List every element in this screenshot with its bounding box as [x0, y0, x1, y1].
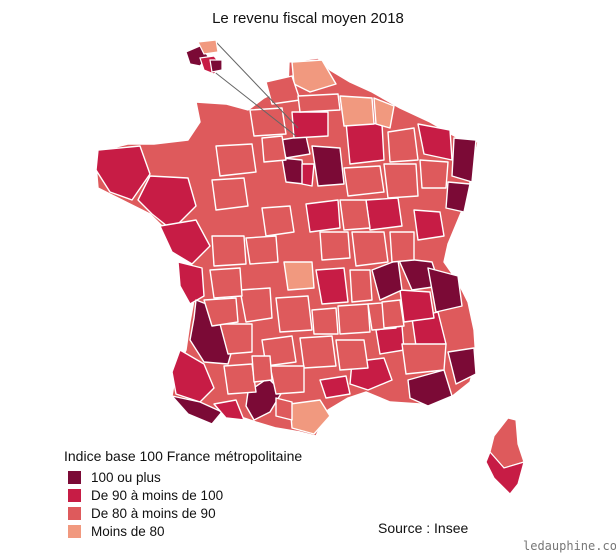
region-aisne: [339, 95, 375, 127]
legend-label: Moins de 80: [91, 523, 165, 539]
region-gers: [223, 363, 257, 395]
region-haute-loire: [337, 303, 371, 335]
region-yonne: [339, 199, 371, 231]
region-sarthe: [211, 177, 249, 211]
region-haute-savoie: [427, 267, 463, 313]
legend-label: De 90 à moins de 100: [91, 487, 224, 503]
source-label: Source : Insee: [378, 520, 469, 536]
region-dordogne: [219, 323, 253, 355]
legend: Indice base 100 France métropolitaine 10…: [64, 448, 302, 540]
region-orne: [215, 143, 257, 177]
region-tarn-et-garonne: [251, 355, 273, 383]
region-yvelines: [281, 157, 305, 185]
region-bretagne-west: [95, 145, 151, 201]
region-essonne: [301, 163, 315, 187]
legend-swatch: [68, 470, 81, 484]
region-vienne: [211, 235, 247, 267]
region-eure: [261, 135, 287, 163]
region-ardennes: [373, 97, 395, 129]
legend-swatch: [68, 488, 81, 502]
region-calvados: [249, 107, 287, 137]
legend-swatch: [68, 524, 81, 538]
region-htes-pyr: [213, 399, 245, 421]
region-vaucluse: [375, 325, 405, 355]
region-lozere: [311, 307, 339, 335]
region-puy-de-dome: [315, 267, 349, 305]
region-saone-et-loire: [351, 231, 389, 267]
region-alpes-hte-provence: [401, 343, 447, 375]
region-somme: [297, 93, 341, 113]
region-alpes-maritimes: [447, 347, 477, 385]
region-moselle: [417, 123, 453, 161]
region-haut-rhin: [445, 181, 471, 213]
corsica: [485, 417, 525, 495]
legend-title: Indice base 100 France métropolitaine: [64, 448, 303, 464]
corse-du-sud: [485, 450, 525, 495]
legend-item-90-100: De 90 à moins de 100: [68, 486, 302, 504]
region-vosges: [419, 159, 449, 189]
region-loire-atl: [159, 219, 211, 265]
map-title: Le revenu fiscal moyen 2018: [212, 10, 404, 27]
region-drome: [381, 299, 405, 329]
legend-item-80-90: De 80 à moins de 90: [68, 504, 302, 522]
region-indre: [245, 235, 279, 265]
region-vendee: [177, 261, 205, 305]
region-loiret: [305, 199, 341, 233]
region-cantal: [275, 295, 313, 333]
region-rhone: [371, 259, 403, 301]
inset-line-1: [215, 41, 299, 129]
region-haute-marne: [383, 163, 419, 199]
region-tarn: [269, 365, 305, 395]
region-marne: [345, 121, 385, 165]
region-oise: [291, 111, 329, 139]
legend-item-100-plus: 100 ou plus: [68, 468, 302, 486]
region-correze: [239, 287, 273, 323]
paris-inset: [185, 39, 223, 75]
region-meuse: [387, 127, 419, 163]
region-aveyron: [299, 335, 337, 369]
region-aude: [275, 397, 293, 421]
region-doubs: [413, 209, 445, 241]
watermark: ledauphine.com: [520, 538, 616, 554]
region-nievre: [319, 231, 351, 261]
region-cote-d-or: [365, 197, 403, 231]
region-var: [407, 369, 453, 407]
region-haute-vienne: [209, 267, 243, 299]
region-allier: [283, 261, 315, 291]
region-cher: [261, 205, 295, 237]
legend-item-below-80: Moins de 80: [68, 522, 302, 540]
region-jura: [389, 231, 415, 263]
region-pyr-atl: [171, 395, 223, 425]
legend-label: 100 ou plus: [91, 469, 161, 485]
region-gard: [335, 339, 369, 371]
region-bas-rhin: [451, 137, 477, 183]
region-charente: [203, 297, 239, 327]
region-aube: [343, 165, 385, 197]
region-loire: [349, 269, 373, 303]
inset-line-2: [211, 69, 297, 137]
legend-swatch: [68, 506, 81, 520]
region-seine-et-marne: [311, 145, 345, 187]
region-pyr-orientales: [289, 399, 331, 435]
legend-label: De 80 à moins de 90: [91, 505, 216, 521]
region-isere: [399, 289, 435, 323]
region-herault: [319, 375, 351, 399]
